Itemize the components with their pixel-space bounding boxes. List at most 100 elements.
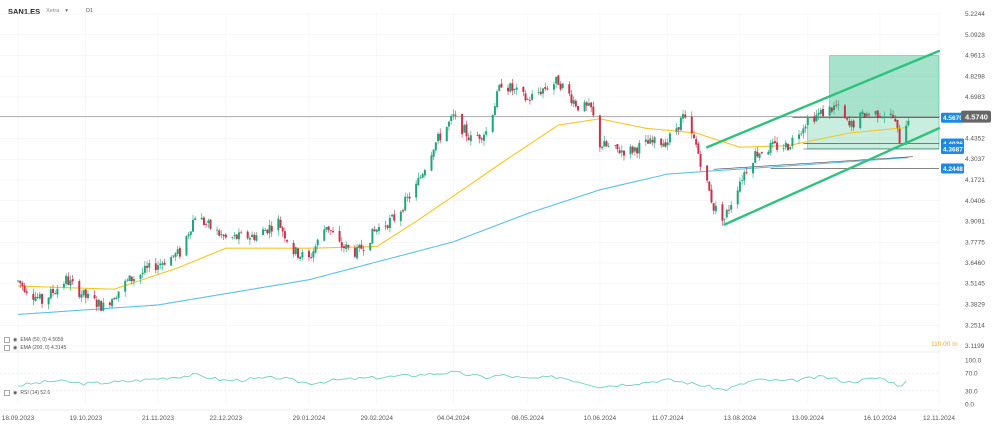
candle-body	[706, 165, 709, 181]
candle-body	[485, 131, 488, 135]
candle-body	[21, 282, 24, 287]
legend-ema50[interactable]: ◉ EMA (50, 0) 4.5059	[4, 337, 63, 343]
candle-body	[224, 234, 227, 238]
candle-body	[574, 100, 577, 107]
candles	[17, 74, 910, 312]
candle-body	[684, 114, 687, 118]
candle-body	[277, 218, 280, 231]
candle-body	[773, 141, 776, 143]
candle-body	[62, 283, 65, 288]
candle-body	[205, 224, 208, 225]
eye-icon[interactable]: ◉	[13, 390, 18, 396]
candle-body	[587, 103, 590, 106]
candle-body	[126, 279, 129, 281]
candle-body	[192, 219, 195, 232]
candle-body	[373, 229, 376, 232]
candle-body	[526, 99, 529, 100]
candle-body	[515, 87, 518, 90]
candle-body	[590, 102, 593, 108]
x-tick-label: 19.10.2023	[70, 415, 103, 422]
candle-body	[102, 302, 105, 311]
candle-body	[176, 249, 179, 254]
y-tick-label: 4.0406	[965, 198, 985, 205]
y-tick-label: 4.3037	[965, 156, 985, 163]
candle-body	[498, 85, 501, 91]
candle-body	[552, 84, 555, 90]
candle-body	[653, 137, 656, 144]
candle-body	[314, 246, 317, 253]
candle-body	[813, 116, 816, 122]
candle-body	[65, 275, 68, 284]
candle-body	[95, 299, 98, 308]
candle-body	[806, 117, 809, 126]
candle-body	[80, 294, 83, 298]
symbol-label[interactable]: SAN1.ES	[8, 6, 41, 16]
candle-body	[802, 128, 805, 134]
legend-ema200[interactable]: ◉ EMA (200, 0) 4.3145	[4, 345, 66, 351]
candle-body	[644, 139, 647, 142]
x-tick-label: 10.06.2024	[584, 415, 617, 422]
candle-body	[34, 296, 37, 301]
candle-body	[601, 146, 604, 149]
candle-body	[231, 237, 234, 239]
trend-channel	[705, 49, 941, 226]
candle-body	[248, 237, 251, 240]
candle-body	[776, 142, 779, 150]
candle-body	[511, 83, 514, 91]
legend-checkbox[interactable]	[4, 345, 10, 351]
rsi-tick-label: 0.0	[965, 402, 974, 409]
candle-body	[767, 151, 770, 155]
candle-body	[723, 218, 726, 220]
candle-body	[898, 128, 901, 144]
candle-body	[598, 115, 601, 148]
candle-body	[338, 230, 341, 242]
candle-body	[677, 127, 680, 130]
level-tag: 4.3687	[943, 146, 963, 153]
ema50-line	[17, 118, 909, 290]
candle-body	[157, 265, 160, 270]
candle-body	[835, 104, 838, 106]
current-price-tag: 4.5740	[965, 113, 988, 122]
candle-body	[493, 106, 496, 116]
candle-body	[71, 279, 74, 282]
candle-body	[323, 229, 326, 241]
candle-body	[852, 120, 855, 128]
exchange-label: Xetra	[46, 8, 60, 14]
candle-body	[454, 114, 457, 116]
y-tick-label: 3.2514	[965, 322, 985, 329]
timeframe-selector[interactable]: D1	[86, 8, 94, 14]
x-tick-label: 04.04.2024	[437, 415, 470, 422]
channel-line	[705, 49, 941, 149]
legend-checkbox[interactable]	[4, 390, 10, 396]
eye-icon[interactable]: ◉	[13, 337, 18, 343]
eye-icon[interactable]: ◉	[13, 345, 18, 351]
y-tick-label: 3.1199	[965, 343, 985, 350]
candle-body	[791, 137, 794, 147]
candle-body	[360, 244, 363, 249]
legend-rsi[interactable]: ◉ RSI (14) 52.6	[4, 390, 50, 396]
legend-checkbox[interactable]	[4, 337, 10, 343]
candle-body	[49, 289, 52, 299]
candle-body	[141, 272, 144, 275]
candle-body	[178, 248, 181, 257]
candle-body	[432, 149, 435, 157]
x-tick-label: 29.02.2024	[361, 415, 394, 422]
candle-body	[279, 219, 282, 228]
candle-body	[861, 111, 864, 114]
candle-body	[710, 189, 713, 203]
candle-body	[52, 288, 55, 293]
candle-body	[450, 115, 453, 122]
chevron-down-icon[interactable]: ▾	[65, 8, 69, 14]
y-tick-label: 3.7775	[965, 239, 985, 246]
candle-body	[570, 94, 573, 104]
candle-body	[25, 291, 28, 293]
candle-body	[542, 88, 545, 94]
channel-line	[723, 127, 941, 226]
candle-body	[264, 230, 267, 231]
candle-body	[200, 217, 203, 220]
candle-body	[371, 228, 374, 244]
candle-body	[730, 205, 733, 210]
candle-body	[434, 142, 437, 151]
candle-body	[388, 217, 391, 229]
